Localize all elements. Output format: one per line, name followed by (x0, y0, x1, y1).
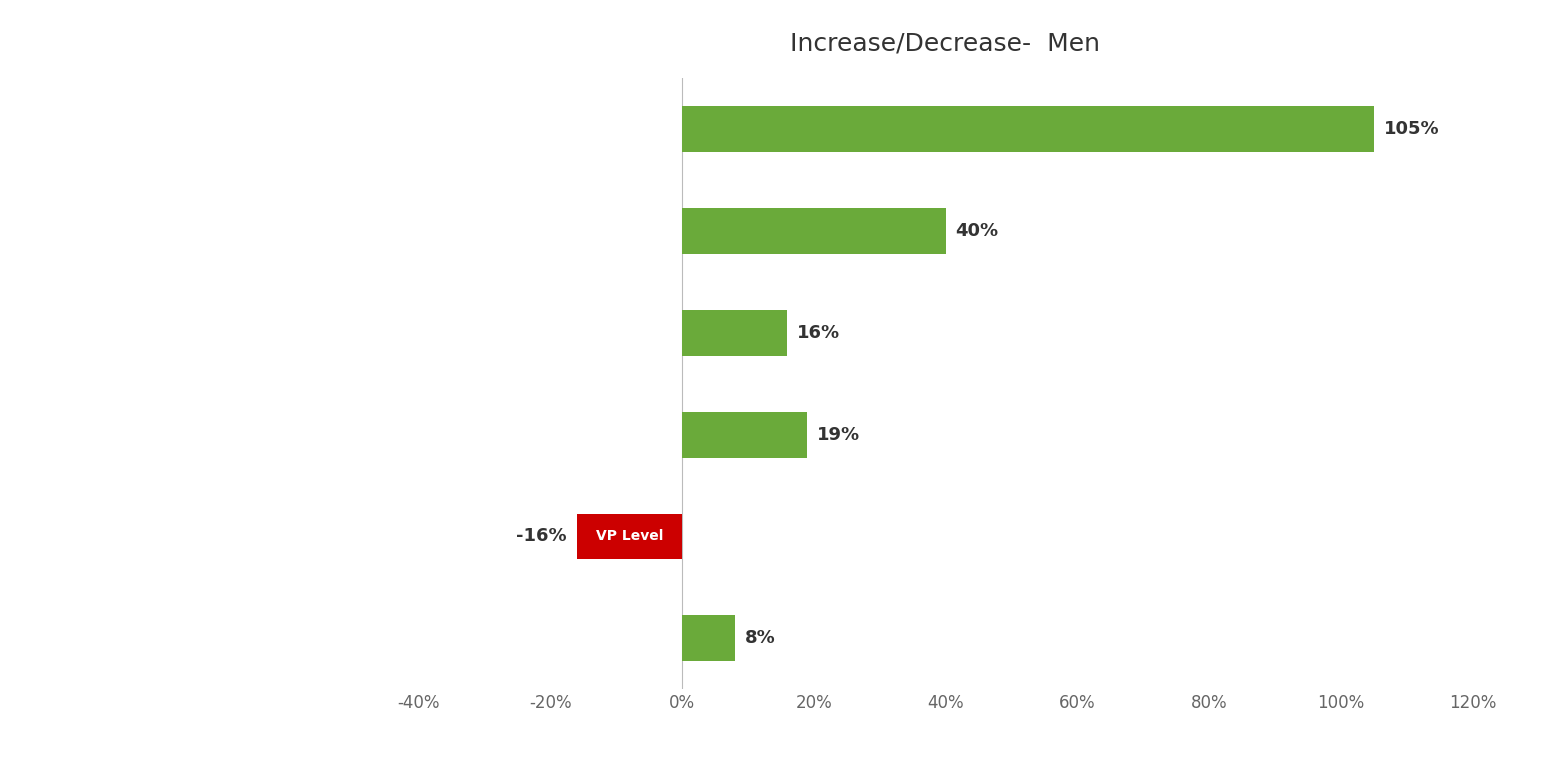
Text: 40%: 40% (955, 222, 998, 240)
Bar (682, 106, 1373, 152)
Bar (577, 514, 682, 559)
Text: 105%: 105% (1384, 120, 1440, 138)
Bar (682, 310, 787, 355)
Text: 8%: 8% (744, 630, 775, 648)
Text: -16%: -16% (516, 528, 567, 546)
Text: 19%: 19% (817, 426, 860, 444)
Text: 16%: 16% (797, 323, 840, 341)
Text: VP Level: VP Level (595, 529, 663, 543)
Bar (682, 615, 735, 662)
Bar (682, 412, 808, 457)
Title: Increase/Decrease-  Men: Increase/Decrease- Men (790, 31, 1100, 56)
Bar (682, 208, 946, 254)
